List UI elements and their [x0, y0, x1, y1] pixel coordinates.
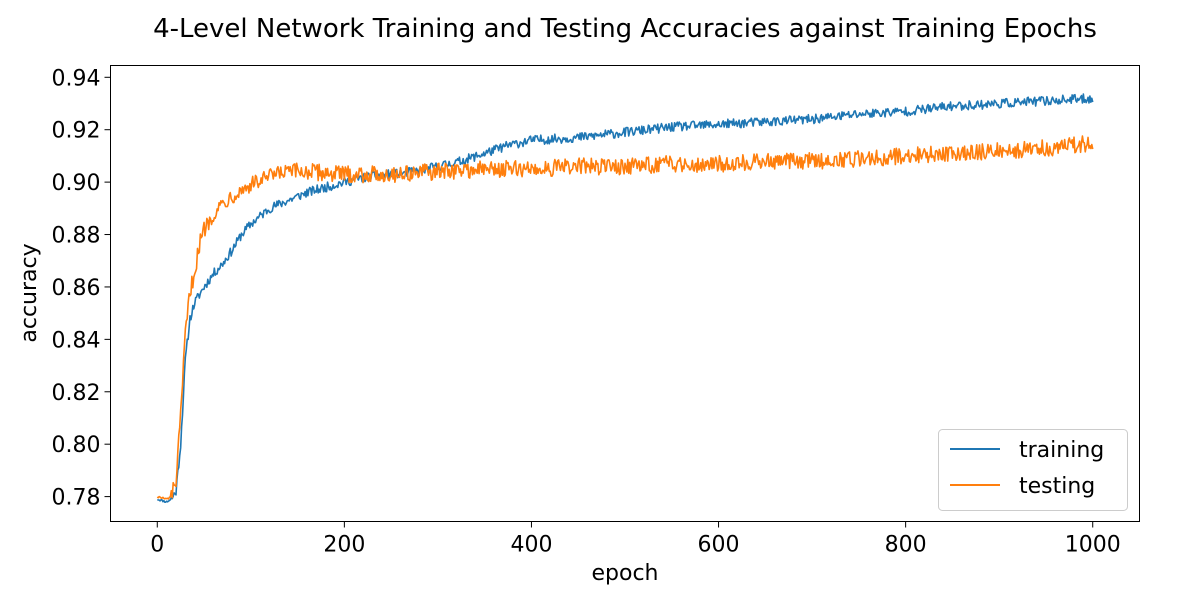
x-tick-label: 400: [510, 533, 552, 558]
y-axis-ticks: 0.78 0.80 0.82 0.84 0.86 0.88 0.90 0.92 0.94: [52, 66, 111, 511]
x-tick-label: 800: [885, 533, 927, 558]
x-axis-ticks: 0 200 400 600 800 1000: [150, 521, 1121, 558]
y-tick-label: 0.84: [52, 328, 101, 353]
y-axis-label: accuracy: [17, 243, 42, 342]
series-line-training: [157, 93, 1094, 503]
y-tick-label: 0.94: [52, 66, 101, 91]
x-tick-label: 200: [323, 533, 365, 558]
legend-label-testing: testing: [1019, 474, 1095, 499]
x-tick-label: 1000: [1065, 533, 1121, 558]
y-tick-label: 0.86: [52, 276, 101, 301]
series-line-testing: [156, 135, 1094, 500]
plot-frame: [110, 65, 1140, 522]
legend-label-training: training: [1019, 438, 1104, 463]
x-tick-label: 0: [150, 533, 164, 558]
y-tick-label: 0.82: [52, 381, 101, 406]
chart-title: 4-Level Network Training and Testing Acc…: [153, 14, 1097, 44]
y-tick-label: 0.88: [52, 224, 101, 249]
y-tick-label: 0.90: [52, 171, 101, 196]
plot-lines: [156, 93, 1094, 503]
legend: training testing: [938, 429, 1128, 511]
x-tick-label: 600: [698, 533, 740, 558]
y-tick-label: 0.92: [52, 119, 101, 144]
x-axis-label: epoch: [592, 561, 659, 586]
y-tick-label: 0.80: [52, 433, 101, 458]
y-tick-label: 0.78: [52, 486, 101, 511]
